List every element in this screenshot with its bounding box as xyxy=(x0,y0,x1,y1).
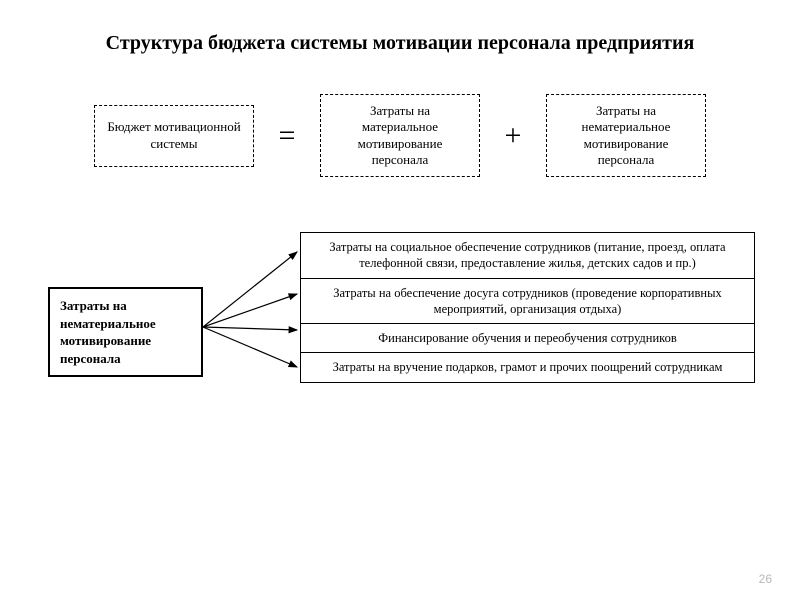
equals-operator: = xyxy=(272,119,302,153)
plus-operator: + xyxy=(498,119,528,153)
equation-row: Бюджет мотивационной системы = Затраты н… xyxy=(0,94,800,177)
detail-row: Затраты на вручение подарков, грамот и п… xyxy=(301,353,754,381)
equation-box-1: Бюджет мотивационной системы xyxy=(94,105,254,167)
detail-list: Затраты на социальное обеспечение сотруд… xyxy=(300,232,755,383)
breakdown-section: Затраты на нематериальное мотивирование … xyxy=(0,232,800,452)
source-box: Затраты на нематериальное мотивирование … xyxy=(48,287,203,377)
detail-row: Затраты на социальное обеспечение сотруд… xyxy=(301,233,754,279)
detail-row: Затраты на обеспечение досуга сотруднико… xyxy=(301,279,754,325)
connector-arrows xyxy=(203,232,300,412)
detail-row: Финансирование обучения и переобучения с… xyxy=(301,324,754,353)
equation-box-3: Затраты на нематериальное мотивирование … xyxy=(546,94,706,177)
slide-title: Структура бюджета системы мотивации перс… xyxy=(0,0,800,56)
equation-box-2: Затраты на материальное мотивирование пе… xyxy=(320,94,480,177)
page-number: 26 xyxy=(759,572,772,586)
